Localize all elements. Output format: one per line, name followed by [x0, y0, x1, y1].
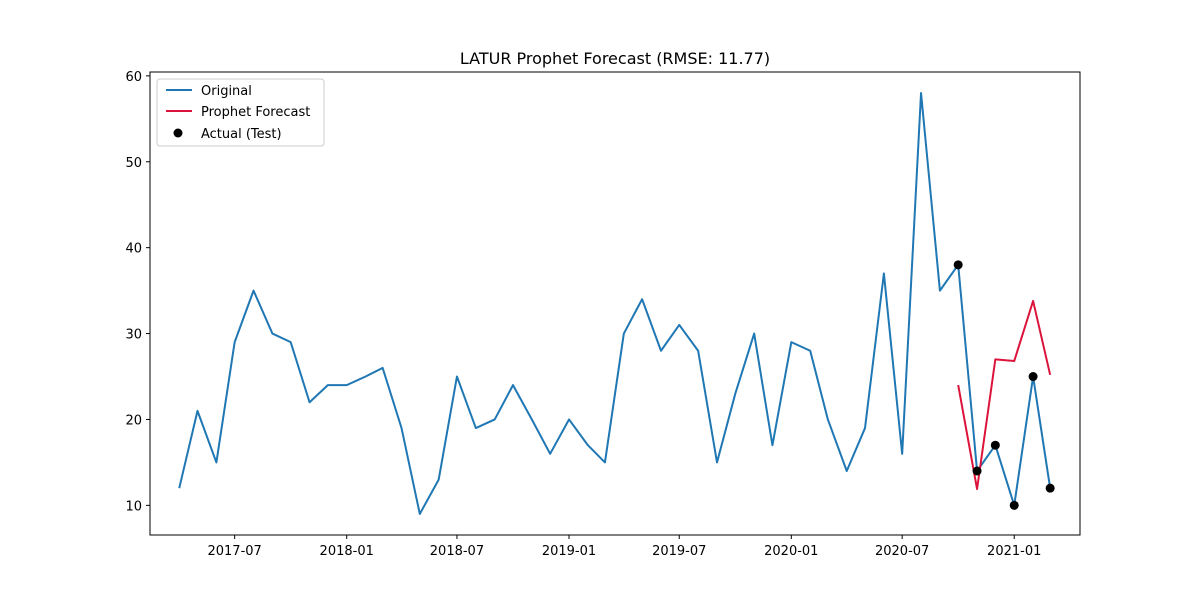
plot-frame [149, 71, 1081, 536]
legend: Original Prophet Forecast Actual (Test) [156, 78, 325, 147]
chart-title: LATUR Prophet Forecast (RMSE: 11.77) [460, 49, 770, 68]
data-point-actual-test [972, 466, 982, 476]
data-point-actual-test [1045, 483, 1055, 493]
x-tick-label: 2018-07 [430, 544, 484, 559]
x-tick-label: 2019-01 [542, 544, 596, 559]
x-tick-label: 2017-07 [207, 544, 261, 559]
series-line-original [178, 92, 1052, 515]
y-tick-label: 60 [125, 70, 142, 85]
data-point-actual-test [990, 440, 1000, 450]
axis-layer: 10 20 30 40 50 60 2017-07 2018-01 2018-07 2019-01… [125, 70, 1041, 559]
legend-label-actual-test: Actual (Test) [201, 127, 282, 142]
y-tick-label: 20 [125, 413, 142, 428]
data-point-actual-test [953, 260, 963, 270]
y-tick-label: 50 [125, 156, 142, 171]
x-tick-label: 2018-01 [320, 544, 374, 559]
legend-swatch-actual-test [173, 128, 183, 138]
y-tick-label: 40 [125, 242, 142, 257]
x-tick-label: 2019-07 [652, 544, 706, 559]
y-tick-label: 30 [125, 328, 142, 343]
data-point-actual-test [1028, 372, 1038, 382]
legend-label-original: Original [201, 84, 252, 99]
legend-label-prophet-forecast: Prophet Forecast [201, 105, 310, 120]
y-tick-label: 10 [125, 499, 142, 514]
x-tick-label: 2020-01 [764, 544, 818, 559]
x-tick-label: 2020-07 [875, 544, 929, 559]
x-tick-label: 2021-01 [987, 544, 1041, 559]
series-layer [178, 92, 1055, 515]
data-point-actual-test [1009, 500, 1019, 510]
legend-box [156, 78, 325, 147]
